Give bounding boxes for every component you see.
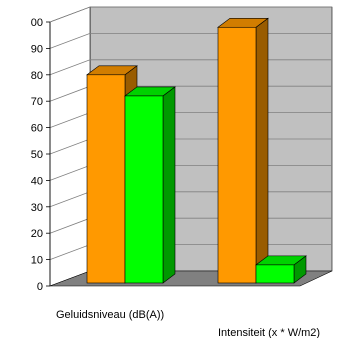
bar-side-1-2 bbox=[255, 17, 269, 284]
y-tick-label: 60 bbox=[31, 123, 43, 135]
gridline bbox=[49, 6, 332, 23]
bar-1-2 bbox=[217, 26, 257, 284]
y-tick-label: 50 bbox=[31, 149, 43, 161]
y-tick-label: 90 bbox=[31, 43, 43, 55]
y-tick-label: 80 bbox=[31, 70, 43, 82]
plot-area bbox=[49, 6, 333, 287]
y-tick-label: 30 bbox=[31, 202, 43, 214]
y-tick-label: 40 bbox=[31, 175, 43, 187]
y-tick-label: 70 bbox=[31, 96, 43, 108]
bar-2-2 bbox=[255, 264, 295, 284]
y-tick-label: 00 bbox=[31, 17, 43, 29]
category-label-intensiteit: Intensiteit (x * W/m2) bbox=[218, 327, 320, 338]
category-label-geluidsniveau: Geluidsniveau (dB(A)) bbox=[56, 309, 164, 321]
y-axis: 0 10 20 30 40 50 60 70 80 90 00 bbox=[31, 17, 51, 293]
bar-1-1 bbox=[86, 74, 126, 284]
bar-2-1 bbox=[124, 95, 164, 284]
bar-side-2-1 bbox=[162, 86, 176, 284]
y-tick-label: 10 bbox=[31, 255, 43, 267]
y-tick-label: 0 bbox=[37, 281, 43, 293]
y-tick-label: 20 bbox=[31, 228, 43, 240]
